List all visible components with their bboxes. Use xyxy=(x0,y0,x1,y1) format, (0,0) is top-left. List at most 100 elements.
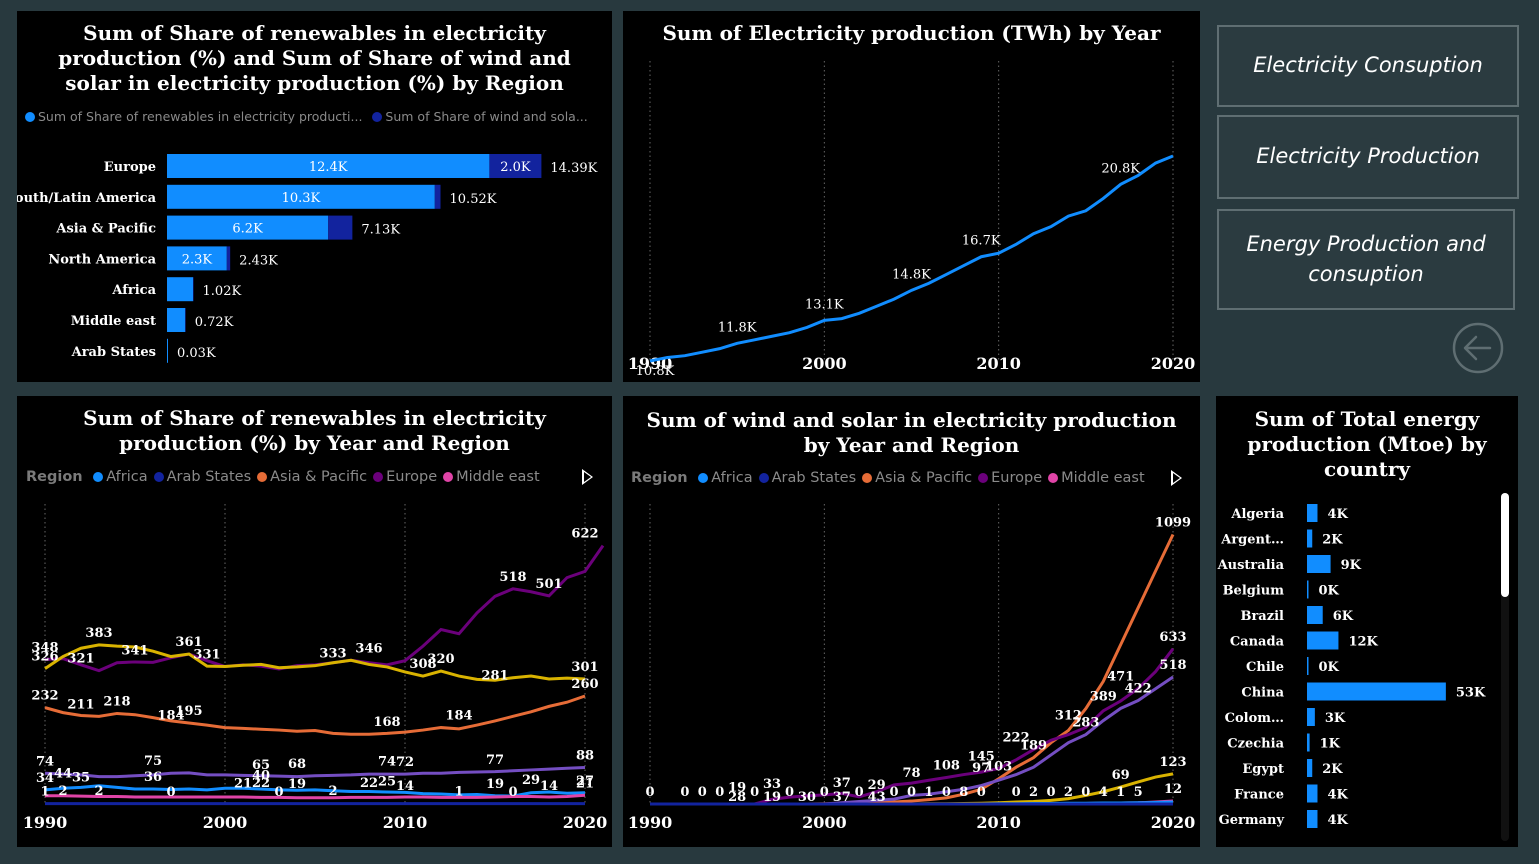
legend-dot xyxy=(153,472,164,482)
data-label: 145 xyxy=(968,749,995,764)
legend-item-arab-states[interactable]: Arab States xyxy=(166,469,252,485)
bar-value-label: 12K xyxy=(1348,635,1378,650)
panel-title: Sum of Electricity production (TWh) by Y… xyxy=(662,21,1161,45)
legend-dot-wind-solar xyxy=(372,112,383,122)
data-label: 0 xyxy=(1012,785,1021,800)
legend-item-africa[interactable]: Africa xyxy=(106,469,148,485)
data-label: 0 xyxy=(820,785,829,800)
data-label: 34 xyxy=(36,771,54,786)
energy-production-consumption-button[interactable]: Energy Production and consuption xyxy=(1217,209,1515,310)
data-label: 19 xyxy=(288,777,306,792)
bar-wind-solar xyxy=(434,184,441,209)
country-bar xyxy=(1307,759,1313,777)
data-label: 312 xyxy=(1055,708,1082,723)
data-label: 0 xyxy=(942,785,951,800)
data-label: 422 xyxy=(1125,682,1152,697)
data-label: 19 xyxy=(486,777,504,792)
legend-item-asia-pacific[interactable]: Asia & Pacific xyxy=(270,469,368,485)
legend-next-icon[interactable] xyxy=(582,469,593,485)
back-arrow-icon[interactable] xyxy=(1450,320,1506,376)
legend-item-africa[interactable]: Africa xyxy=(711,470,753,486)
renewables-by-region-panel: Sum of Share of renewables in electricit… xyxy=(17,11,612,382)
data-label: 5 xyxy=(1134,785,1143,800)
legend-item-wind-solar[interactable]: Sum of Share of wind and sola... xyxy=(385,109,588,124)
region-legend: Region Africa Arab States Asia & Pacific Eu… xyxy=(26,469,540,485)
bar-renewables xyxy=(167,184,435,209)
bar-renewables xyxy=(167,215,329,240)
electricity-production-button[interactable]: Electricity Production xyxy=(1217,115,1519,199)
scrollbar-thumb[interactable] xyxy=(1501,493,1509,597)
electricity-consumption-button[interactable]: Electricity Consuption xyxy=(1217,25,1519,107)
legend-dot-renewables xyxy=(25,112,35,122)
data-label: 333 xyxy=(319,647,346,662)
total-label: 14.39K xyxy=(550,161,597,176)
legend-dot xyxy=(978,473,989,483)
category-label: South/Latin America xyxy=(17,191,157,206)
country-label: Algeria xyxy=(1230,507,1284,522)
data-label: 301 xyxy=(571,660,598,675)
data-label: 65 xyxy=(252,758,270,773)
data-label: 348 xyxy=(31,640,58,655)
bar-renewables xyxy=(167,338,168,363)
data-label: 37 xyxy=(833,776,851,791)
data-label: 2 xyxy=(328,784,337,799)
country-label: Australia xyxy=(1217,558,1285,573)
data-label: 78 xyxy=(902,766,920,781)
data-label: 19 xyxy=(728,780,746,795)
data-label: 2 xyxy=(1064,785,1073,800)
point-label: 11.8K xyxy=(718,320,757,335)
electricity-production-panel: Sum of Electricity production (TWh) by Y… xyxy=(623,11,1200,382)
legend-item-arab-states[interactable]: Arab States xyxy=(771,470,857,486)
data-label: 36 xyxy=(144,770,162,785)
data-label: 1 xyxy=(924,785,933,800)
legend-item-middle-east[interactable]: Middle east xyxy=(456,469,540,485)
country-label: Brazil xyxy=(1240,609,1284,624)
country-label: France xyxy=(1234,788,1284,803)
legend-next-icon[interactable] xyxy=(1171,470,1182,486)
country-label: Egypt xyxy=(1242,762,1284,777)
data-label: 0 xyxy=(645,785,654,800)
panel-title: Sum of Share of renewables in electricit… xyxy=(83,406,546,455)
legend-item-middle-east[interactable]: Middle east xyxy=(1061,470,1145,486)
legend-label: Region xyxy=(26,469,83,485)
bar-value-label: 2K xyxy=(1322,533,1343,548)
data-label: 35 xyxy=(72,770,90,785)
country-bar xyxy=(1307,784,1318,803)
legend-item-renewables[interactable]: Sum of Share of renewables in electricit… xyxy=(38,109,363,124)
total-label: 2.43K xyxy=(239,253,278,268)
bar-value-label: 1K xyxy=(1320,737,1341,752)
data-label: 189 xyxy=(1020,739,1047,754)
data-label: 14 xyxy=(396,779,414,794)
scrollbar[interactable] xyxy=(1501,493,1509,841)
data-label: 211 xyxy=(67,697,94,712)
series-line xyxy=(44,765,586,779)
renewables-line-chart[interactable]: 1990 2000 2010 2020326348232743414423532121… xyxy=(17,492,612,847)
legend-dot xyxy=(373,472,384,482)
bar-renewables xyxy=(167,246,227,271)
category-label: Africa xyxy=(111,283,156,298)
legend-dot xyxy=(93,472,104,482)
country-bar xyxy=(1307,631,1339,650)
bar-renewables xyxy=(167,308,186,332)
data-label: 321 xyxy=(67,652,94,667)
data-label: 232 xyxy=(31,689,58,704)
data-label: 0 xyxy=(977,785,986,800)
data-label: 44 xyxy=(54,767,72,782)
country-bar-chart[interactable]: Algeria 4K Argent… 2K Australia 9K Belgium 0K Br… xyxy=(1216,496,1518,846)
legend-item-europe[interactable]: Europe xyxy=(386,469,438,485)
data-label: 14 xyxy=(540,779,558,794)
country-label: Chile xyxy=(1246,660,1284,675)
data-label: 1 xyxy=(454,785,463,800)
electricity-production-line-chart[interactable]: 1990 2000 2010 202010.8K11.8K13.1K14.8K16.7… xyxy=(623,51,1200,381)
data-label: 8 xyxy=(959,785,968,800)
data-label: 361 xyxy=(175,635,202,650)
category-label: Arab States xyxy=(71,345,156,360)
legend-item-europe[interactable]: Europe xyxy=(991,470,1043,486)
country-bar xyxy=(1307,606,1323,624)
bar-value-label: 12.4K xyxy=(309,160,348,175)
data-label: 0 xyxy=(166,785,175,800)
legend-item-asia-pacific[interactable]: Asia & Pacific xyxy=(875,470,973,486)
region-bar-chart[interactable]: Europe 12.4K 2.0K 14.39K South/Latin America… xyxy=(17,141,612,381)
x-tick-label: 1990 xyxy=(23,813,68,832)
